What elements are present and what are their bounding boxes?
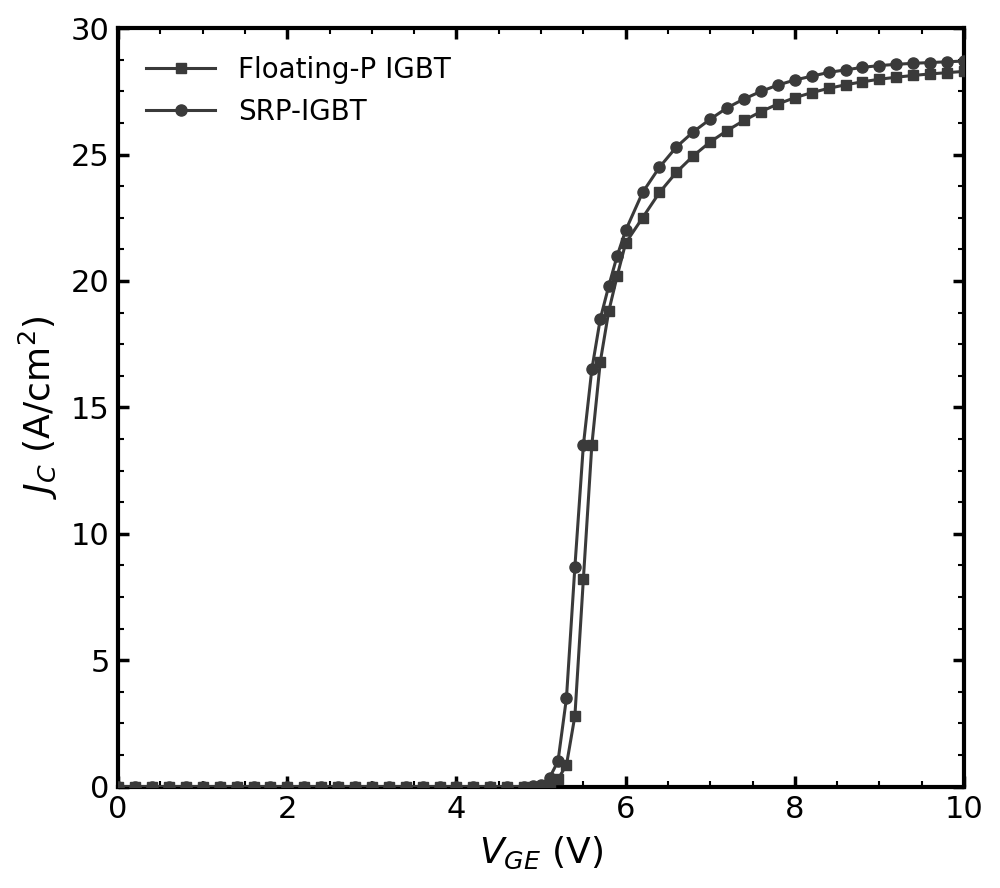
SRP-IGBT — [163, 781, 175, 792]
SRP-IGBT — [366, 781, 378, 792]
Floating-P IGBT — [450, 781, 462, 792]
Legend: Floating-P IGBT, SRP-IGBT: Floating-P IGBT, SRP-IGBT — [132, 42, 464, 139]
X-axis label: $V_{GE}$ (V): $V_{GE}$ (V) — [479, 835, 603, 871]
SRP-IGBT — [670, 142, 682, 153]
Floating-P IGBT — [129, 781, 141, 792]
SRP-IGBT — [146, 781, 158, 792]
Line: SRP-IGBT: SRP-IGBT — [113, 55, 970, 792]
Floating-P IGBT — [637, 212, 649, 223]
SRP-IGBT — [958, 56, 970, 67]
SRP-IGBT — [653, 162, 665, 172]
Floating-P IGBT — [958, 66, 970, 76]
Floating-P IGBT — [112, 781, 124, 792]
SRP-IGBT — [112, 781, 124, 792]
Floating-P IGBT — [586, 440, 598, 450]
Y-axis label: $J_C$ (A/cm$^2$): $J_C$ (A/cm$^2$) — [17, 316, 60, 499]
Floating-P IGBT — [738, 115, 750, 126]
Line: Floating-P IGBT: Floating-P IGBT — [113, 67, 969, 791]
SRP-IGBT — [518, 781, 530, 792]
Floating-P IGBT — [611, 271, 623, 281]
